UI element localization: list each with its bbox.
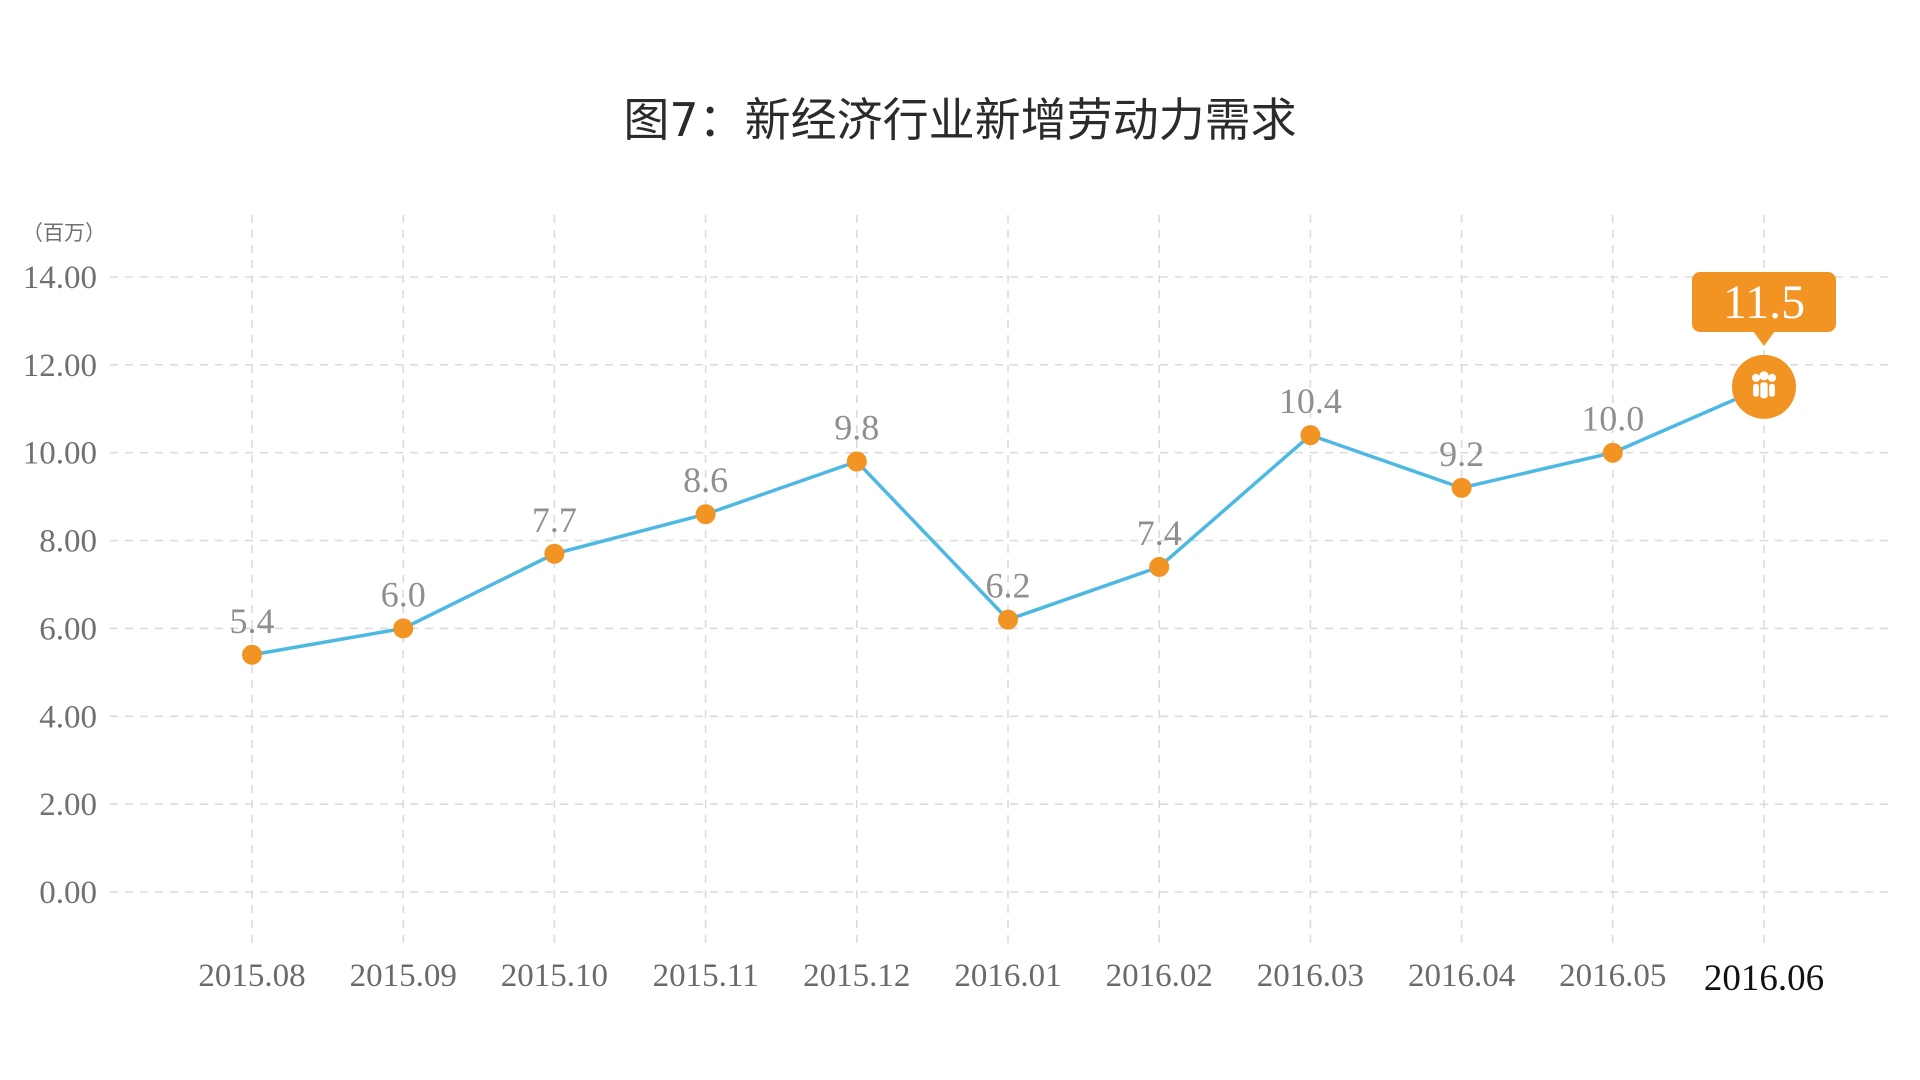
data-label: 9.8: [834, 408, 879, 448]
icon-body: [1751, 382, 1761, 398]
data-label: 7.7: [532, 500, 577, 540]
people-group-icon: [1751, 371, 1777, 400]
highlight-callout: 11.5: [1692, 272, 1836, 419]
data-label: 9.2: [1439, 434, 1484, 474]
y-axis: 0.00 2.00 4.00 6.00 8.00 10.00 12.00 14.00: [23, 260, 97, 911]
y-tick-label: 2.00: [39, 787, 97, 823]
data-point: [393, 618, 414, 639]
data-point: [242, 644, 262, 665]
callout-pointer: [1753, 331, 1775, 346]
y-tick-label: 4.00: [39, 699, 97, 735]
data-point: [1602, 442, 1623, 463]
callout-value: 11.5: [1723, 276, 1805, 329]
data-point: [1300, 425, 1321, 446]
y-tick-label: 8.00: [39, 524, 97, 560]
data-point: [998, 609, 1018, 630]
x-tick-label: 2016.06: [1704, 958, 1824, 999]
data-points: [242, 425, 1623, 665]
x-tick-label: 2016.04: [1408, 958, 1515, 994]
icon-head: [1768, 373, 1776, 382]
data-point: [1149, 556, 1170, 577]
data-labels: 5.4 6.0 7.7 8.6 9.8 6.2 7.4 10.4 9.2 10.0: [230, 381, 1645, 641]
x-tick-label: 2015.08: [198, 958, 305, 994]
icon-head: [1759, 371, 1769, 381]
x-tick-label: 2015.12: [803, 958, 910, 994]
y-tick-label: 0.00: [39, 875, 97, 911]
x-axis: 2015.08 2015.09 2015.10 2015.11 2015.12 2016.…: [198, 958, 1824, 999]
data-label: 7.4: [1137, 513, 1182, 553]
y-tick-label: 14.00: [23, 260, 97, 296]
y-tick-label: 6.00: [39, 611, 97, 647]
x-tick-label: 2016.05: [1559, 958, 1666, 994]
icon-body: [1767, 382, 1777, 398]
data-label: 10.0: [1581, 399, 1644, 439]
data-label: 5.4: [230, 601, 275, 641]
chart-title: 图7：新经济行业新增劳动力需求: [623, 93, 1296, 147]
icon-body: [1759, 381, 1769, 400]
y-tick-label: 12.00: [23, 348, 97, 384]
data-label: 6.2: [986, 566, 1031, 606]
data-label: 6.0: [381, 574, 426, 614]
data-point: [544, 543, 565, 564]
x-tick-label: 2015.10: [501, 958, 608, 994]
data-label: 8.6: [683, 460, 728, 500]
icon-head: [1752, 373, 1760, 382]
data-point: [1451, 477, 1472, 498]
y-axis-unit-label: （百万）: [22, 221, 106, 245]
x-tick-label: 2015.11: [653, 958, 759, 994]
x-tick-label: 2016.03: [1257, 958, 1364, 994]
data-point: [846, 451, 867, 472]
callout-box: [1692, 272, 1836, 332]
data-point: [695, 504, 716, 525]
y-tick-label: 10.00: [23, 436, 97, 472]
data-label: 10.4: [1279, 381, 1342, 421]
x-tick-label: 2015.09: [350, 958, 457, 994]
x-tick-label: 2016.02: [1106, 958, 1213, 994]
x-tick-label: 2016.01: [954, 958, 1061, 994]
gridlines: [110, 215, 1895, 945]
